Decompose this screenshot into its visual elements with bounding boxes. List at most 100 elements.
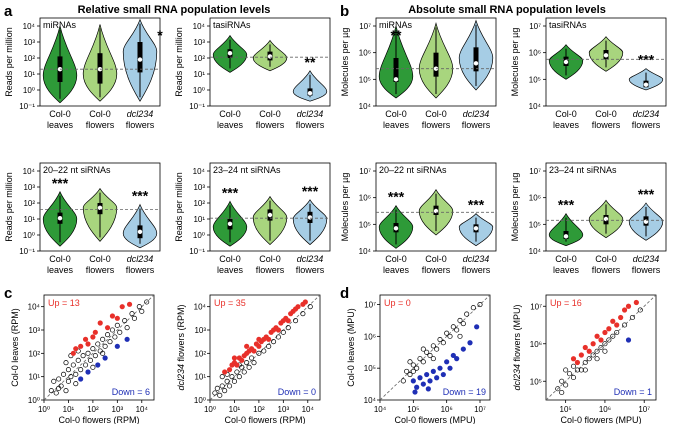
point-unchanged xyxy=(434,346,440,352)
point-unchanged xyxy=(454,327,460,333)
point-unchanged xyxy=(559,389,565,396)
x-tick-label: 10² xyxy=(253,405,265,414)
y-tick-label: 10² xyxy=(28,349,40,358)
y-tick-label: 10⁻¹ xyxy=(189,102,205,111)
point-up xyxy=(586,348,592,354)
group-label-bottom: leaves xyxy=(553,265,580,275)
point-unchanged xyxy=(555,386,561,392)
point-unchanged xyxy=(261,348,267,354)
median-dot xyxy=(603,53,609,58)
point-down xyxy=(454,356,460,362)
point-up xyxy=(275,327,282,333)
point-up xyxy=(92,329,98,335)
group-label-top: Col-0 xyxy=(385,254,407,264)
group-label-bottom: flowers xyxy=(632,265,661,275)
point-unchanged xyxy=(212,390,218,396)
y-axis-label-italic: dcl234 xyxy=(512,364,522,391)
point-down xyxy=(414,384,420,390)
point-unchanged xyxy=(61,371,67,377)
point-unchanged xyxy=(73,381,79,387)
group-label-top: Col-0 xyxy=(595,109,617,119)
point-down xyxy=(437,365,443,371)
point-down xyxy=(412,389,418,395)
y-tick-label: 10⁰ xyxy=(28,396,40,405)
point-unchanged xyxy=(570,374,577,381)
group-label-top: Col-0 xyxy=(49,109,71,119)
point-unchanged xyxy=(570,363,577,369)
point-unchanged xyxy=(241,369,247,375)
point-unchanged xyxy=(614,329,620,336)
x-axis-label: Col-0 flowers (MPU) xyxy=(560,415,641,424)
point-unchanged xyxy=(594,348,600,354)
group-label-top: Col-0 xyxy=(219,109,241,119)
y-tick-label: 10⁶ xyxy=(529,49,541,58)
median-dot xyxy=(393,77,399,82)
point-unchanged xyxy=(410,368,416,374)
point-up xyxy=(109,313,116,319)
significance-stars: *** xyxy=(468,197,485,213)
point-unchanged xyxy=(430,343,436,349)
point-unchanged xyxy=(559,378,565,384)
down-count-label: Down = 19 xyxy=(443,387,486,397)
point-down xyxy=(625,337,632,343)
panel-b-letter: b xyxy=(340,3,349,20)
down-count-label: Down = 0 xyxy=(278,387,316,397)
point-unchanged xyxy=(109,327,115,333)
y-tick-label: 10⁶ xyxy=(359,194,371,203)
y-tick-label: 10⁰ xyxy=(23,86,35,95)
y-tick-label: 10⁷ xyxy=(359,22,371,31)
y-axis-label: Col-0 leaves (RPM) xyxy=(10,308,20,387)
point-up xyxy=(602,329,608,336)
panel-b-title: Absolute small RNA population levels xyxy=(408,4,606,16)
group-label-bottom: flowers xyxy=(422,265,451,275)
group-label-bottom: leaves xyxy=(553,120,580,130)
diagonal-line xyxy=(545,294,657,401)
point-unchanged xyxy=(637,307,643,313)
point-down xyxy=(434,375,440,381)
x-tick-label: 10⁵ xyxy=(407,405,419,414)
point-down xyxy=(460,346,466,352)
point-unchanged xyxy=(63,388,69,394)
panel-label: 20–22 nt siRNAs xyxy=(43,165,111,175)
point-unchanged xyxy=(249,355,255,361)
group-label-bottom: leaves xyxy=(217,120,244,130)
y-tick-label: 10⁴ xyxy=(193,167,206,176)
point-unchanged xyxy=(606,337,612,343)
point-up xyxy=(606,326,612,332)
median-dot xyxy=(473,226,479,231)
point-down xyxy=(467,340,473,346)
chart-a2: 10⁻¹ 10⁰ 10¹ 10² 10³ 10⁴ Reads per million tasi… xyxy=(174,17,331,130)
y-tick-label: 10¹ xyxy=(23,70,35,79)
up-count-label: Up = 0 xyxy=(384,298,411,308)
point-unchanged xyxy=(440,340,446,346)
median-dot xyxy=(227,51,233,56)
y-tick-label: 10⁴ xyxy=(529,102,542,111)
point-up xyxy=(570,356,577,362)
x-tick-label: 10⁴ xyxy=(374,405,387,414)
y-tick-label: 10⁰ xyxy=(193,231,205,240)
point-unchanged xyxy=(293,318,299,324)
panel-label: miRNAs xyxy=(43,20,76,30)
y-tick-label: 10⁷ xyxy=(529,167,541,176)
y-tick-label: 10³ xyxy=(23,38,35,47)
group-label-bottom: flowers xyxy=(86,120,115,130)
chart-b2: 10⁴ 10⁵ 10⁶ 10⁷ Molecules per µg tasiRNAs Col-… xyxy=(510,17,667,130)
point-unchanged xyxy=(234,369,240,375)
median-dot xyxy=(563,59,569,65)
x-tick-label: 10¹ xyxy=(229,405,241,414)
point-unchanged xyxy=(73,371,79,377)
point-unchanged xyxy=(457,317,463,324)
median-dot xyxy=(137,57,143,62)
point-unchanged xyxy=(246,364,252,370)
point-unchanged xyxy=(144,299,150,305)
point-unchanged xyxy=(470,305,476,311)
chart-a4: 10⁻¹ 10⁰ 10¹ 10² 10³ 10⁴ Reads per million 23–2… xyxy=(174,162,331,275)
point-unchanged xyxy=(610,333,616,339)
point-unchanged xyxy=(117,329,123,335)
plot-frame xyxy=(209,17,331,107)
point-unchanged xyxy=(100,350,106,356)
x-tick-label: 10⁴ xyxy=(136,405,149,414)
y-tick-label: 10⁴ xyxy=(194,303,207,312)
plot-frame xyxy=(545,17,667,107)
y-tick-label: 10⁵ xyxy=(530,377,542,386)
